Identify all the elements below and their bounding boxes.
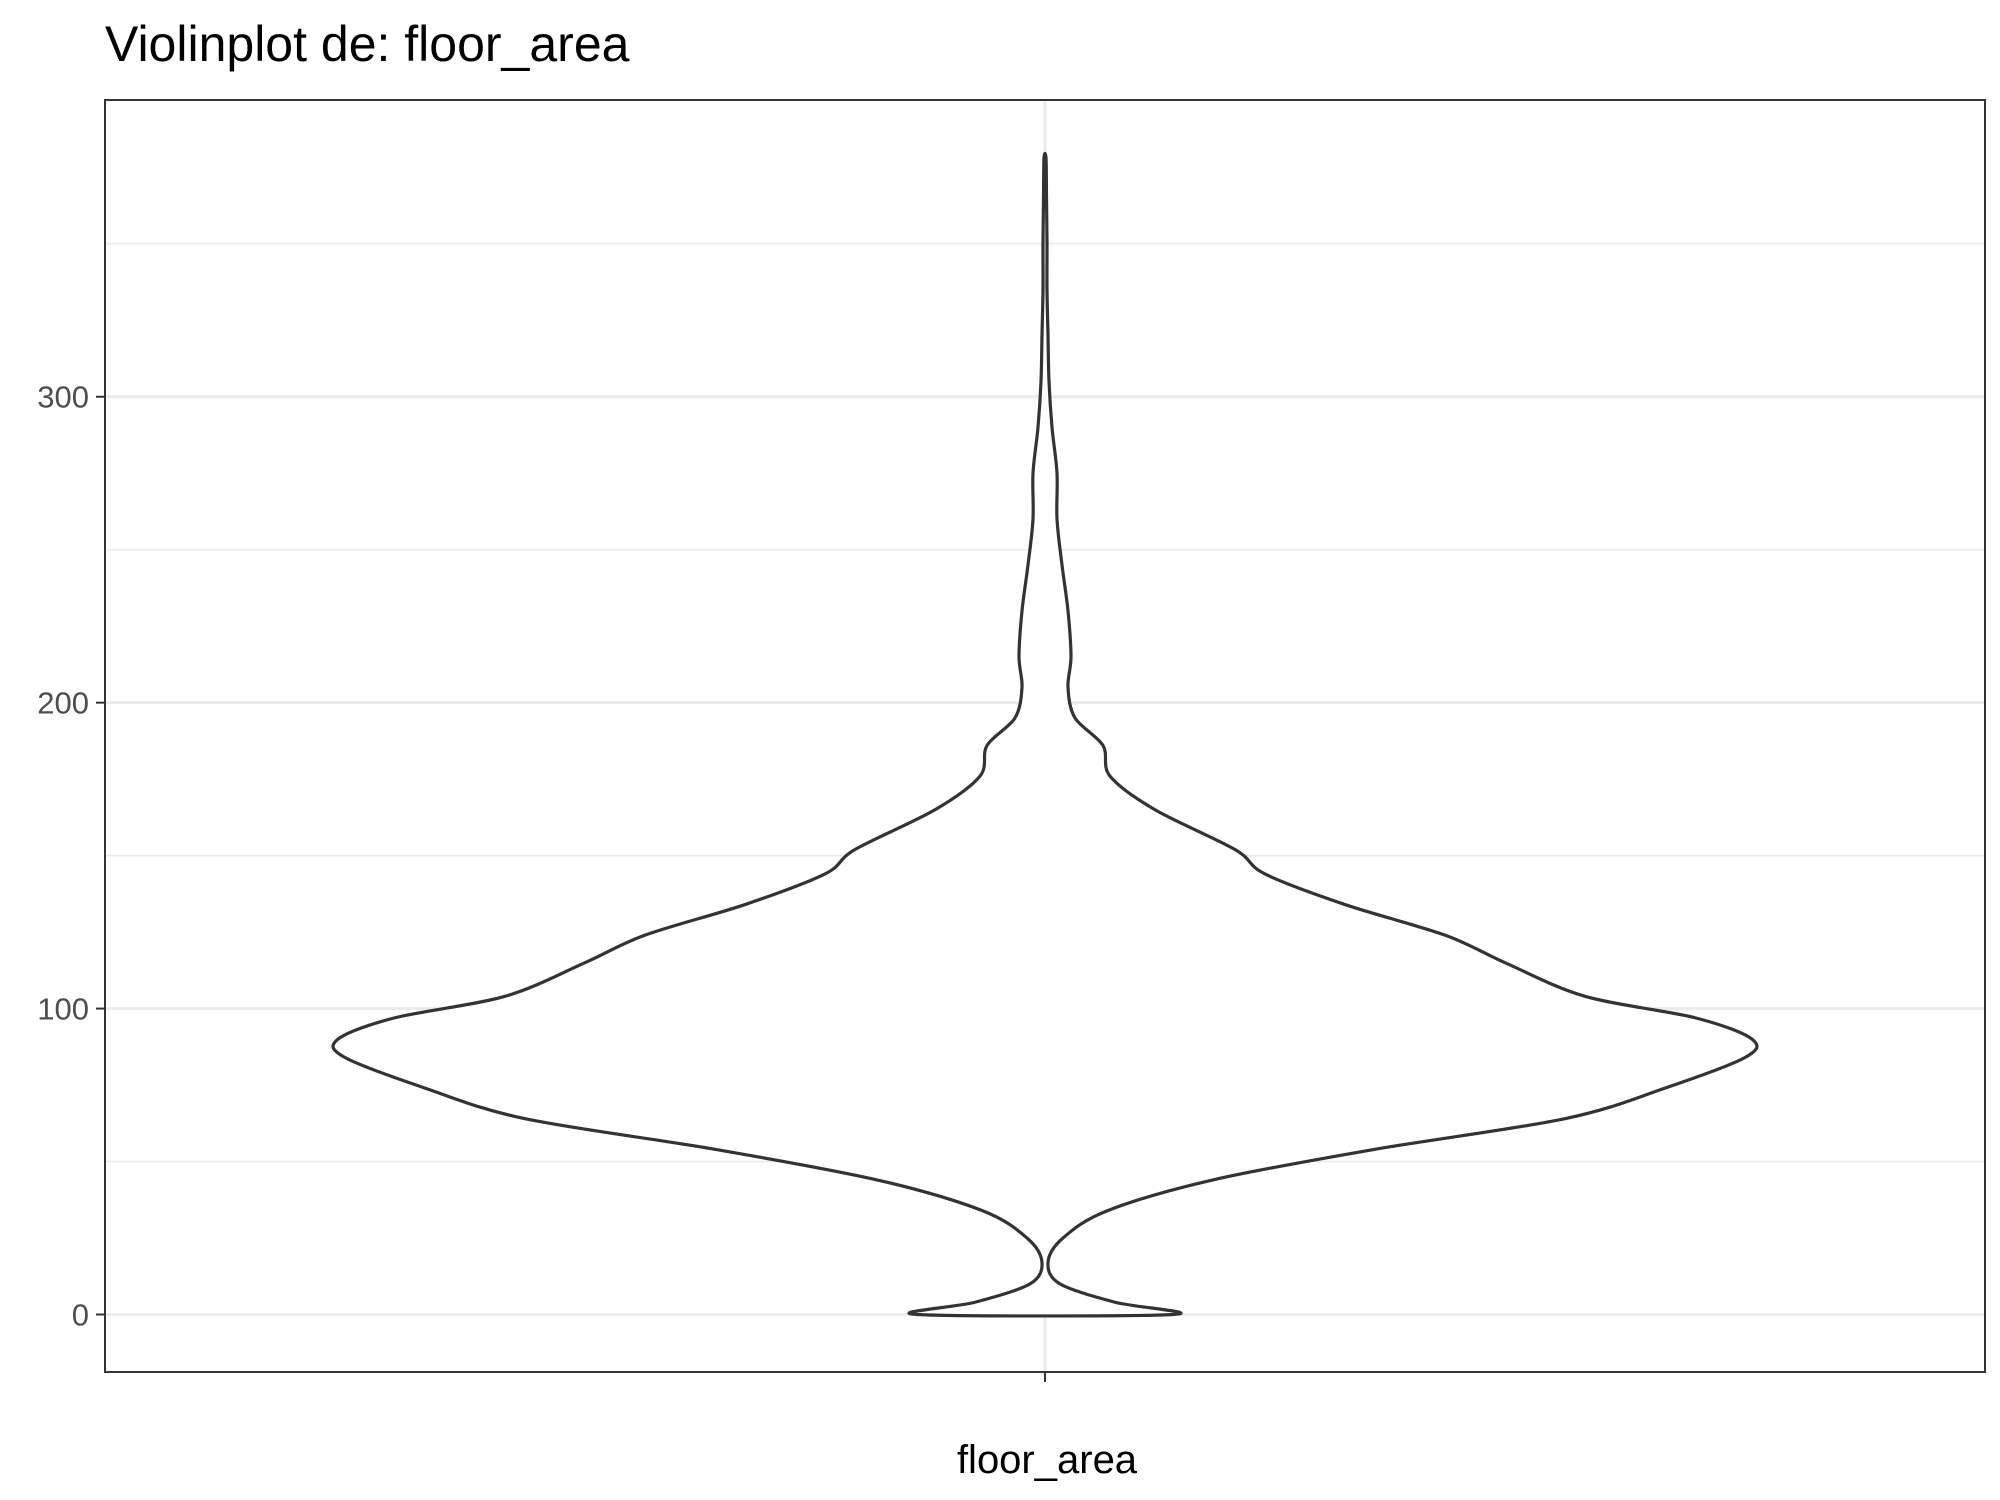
chart-title: Violinplot de: floor_area (105, 16, 630, 72)
violin-floor-area (331, 151, 1759, 1318)
y-tick-label: 200 (37, 686, 89, 721)
y-axis: 0 100 200 300 (37, 380, 105, 1332)
y-tick-label: 0 (72, 1297, 89, 1332)
plot-panel (104, 99, 1986, 1373)
y-tick-label: 100 (37, 992, 89, 1027)
x-axis-title: floor_area (957, 1438, 1138, 1482)
y-tick-label: 300 (37, 380, 89, 415)
